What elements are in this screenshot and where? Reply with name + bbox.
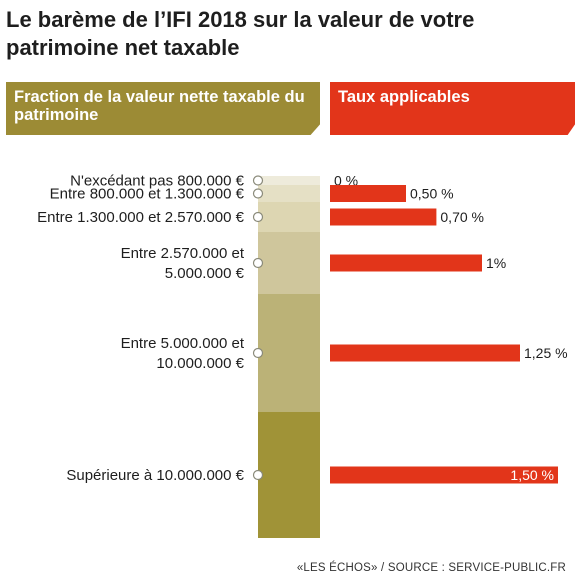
rate-bar [330, 466, 558, 484]
wealth-segment [258, 412, 320, 538]
segment-marker [252, 347, 264, 359]
rate-value-label: 1% [486, 255, 506, 271]
segment-marker [252, 257, 264, 269]
wealth-segment [258, 232, 320, 294]
source-footer: «LES ÉCHOS» / SOURCE : SERVICE-PUBLIC.FR [296, 562, 566, 574]
category-label: Entre 5.000.000 et [121, 335, 245, 352]
wealth-segment [258, 202, 320, 232]
wealth-segment [258, 185, 320, 202]
chart-title: Le barème de l’IFI 2018 sur la valeur de… [6, 7, 475, 60]
column-header-taux: Taux applicables [330, 82, 575, 135]
segment-marker [252, 175, 264, 186]
category-label: Supérieure à 10.000.000 € [66, 467, 244, 484]
category-label: Entre 800.000 et 1.300.000 € [50, 186, 245, 203]
category-label: 10.000.000 € [156, 355, 244, 372]
rate-bar [330, 185, 406, 202]
category-label: Entre 2.570.000 et [121, 245, 245, 262]
rate-bar [330, 254, 482, 272]
wealth-segment [258, 294, 320, 412]
segment-marker [252, 469, 264, 481]
rate-bar [330, 344, 520, 362]
rate-value-label: 0 % [334, 173, 358, 189]
rate-value-label: 1,50 % [510, 467, 554, 483]
category-label: 5.000.000 € [165, 265, 245, 282]
rate-value-label: 0,70 % [440, 209, 484, 225]
segment-marker [252, 188, 264, 199]
category-label: N'excédant pas 800.000 € [70, 173, 244, 190]
rate-bar [330, 208, 437, 226]
category-label: Entre 1.300.000 et 2.570.000 € [37, 209, 244, 226]
rate-value-label: 0,50 % [410, 186, 454, 202]
rate-value-label: 1,25 % [524, 345, 568, 361]
wealth-segment [258, 176, 320, 185]
segment-marker [252, 211, 264, 223]
column-header-fraction: Fraction de la valeur nette taxable du p… [6, 82, 320, 135]
